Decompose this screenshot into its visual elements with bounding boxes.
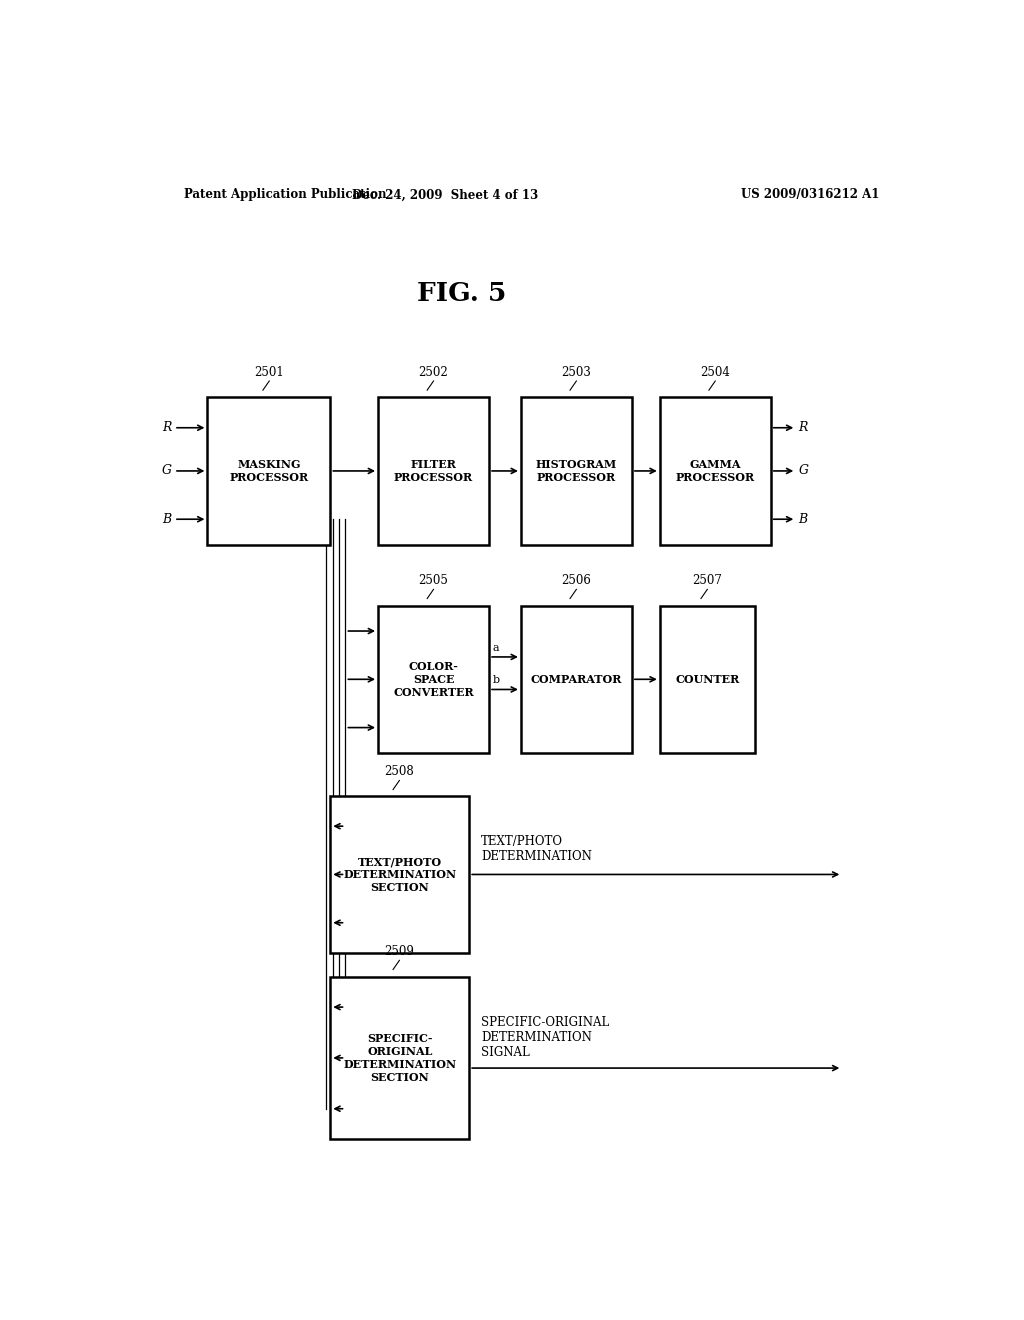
Bar — [659, 397, 771, 545]
Text: COLOR-
SPACE
CONVERTER: COLOR- SPACE CONVERTER — [393, 661, 474, 697]
Text: Dec. 24, 2009  Sheet 4 of 13: Dec. 24, 2009 Sheet 4 of 13 — [352, 189, 539, 202]
Text: G: G — [162, 465, 172, 478]
Text: HISTOGRAM
PROCESSOR: HISTOGRAM PROCESSOR — [536, 459, 617, 483]
Text: FILTER
PROCESSOR: FILTER PROCESSOR — [394, 459, 473, 483]
Text: 2504: 2504 — [700, 366, 730, 379]
Text: SPECIFIC-ORIGINAL
DETERMINATION
SIGNAL: SPECIFIC-ORIGINAL DETERMINATION SIGNAL — [481, 1016, 609, 1059]
Text: 2502: 2502 — [419, 366, 449, 379]
Bar — [521, 397, 632, 545]
Bar — [378, 606, 489, 752]
Bar — [331, 796, 469, 953]
Text: US 2009/0316212 A1: US 2009/0316212 A1 — [741, 189, 880, 202]
Text: B: B — [163, 512, 172, 525]
Bar — [521, 606, 632, 752]
Text: G: G — [799, 465, 809, 478]
Bar — [378, 397, 489, 545]
Text: b: b — [493, 676, 500, 685]
Text: MASKING
PROCESSOR: MASKING PROCESSOR — [229, 459, 308, 483]
Text: 2508: 2508 — [385, 766, 415, 779]
Text: COMPARATOR: COMPARATOR — [530, 673, 622, 685]
Text: Patent Application Publication: Patent Application Publication — [183, 189, 386, 202]
Text: 2501: 2501 — [254, 366, 284, 379]
Text: R: R — [162, 421, 172, 434]
Bar — [659, 606, 755, 752]
Text: 2503: 2503 — [561, 366, 591, 379]
Text: 2507: 2507 — [692, 574, 722, 587]
Bar — [207, 397, 331, 545]
Text: TEXT/PHOTO
DETERMINATION: TEXT/PHOTO DETERMINATION — [481, 836, 592, 863]
Text: 2505: 2505 — [419, 574, 449, 587]
Text: B: B — [799, 512, 808, 525]
Text: COUNTER: COUNTER — [675, 673, 739, 685]
Text: FIG. 5: FIG. 5 — [417, 281, 506, 306]
Text: 2506: 2506 — [561, 574, 591, 587]
Text: SPECIFIC-
ORIGINAL
DETERMINATION
SECTION: SPECIFIC- ORIGINAL DETERMINATION SECTION — [343, 1034, 457, 1082]
Text: 2509: 2509 — [384, 945, 415, 958]
Text: a: a — [493, 643, 499, 653]
Text: R: R — [799, 421, 808, 434]
Text: TEXT/PHOTO
DETERMINATION
SECTION: TEXT/PHOTO DETERMINATION SECTION — [343, 857, 457, 892]
Bar — [331, 977, 469, 1139]
Text: GAMMA
PROCESSOR: GAMMA PROCESSOR — [676, 459, 755, 483]
